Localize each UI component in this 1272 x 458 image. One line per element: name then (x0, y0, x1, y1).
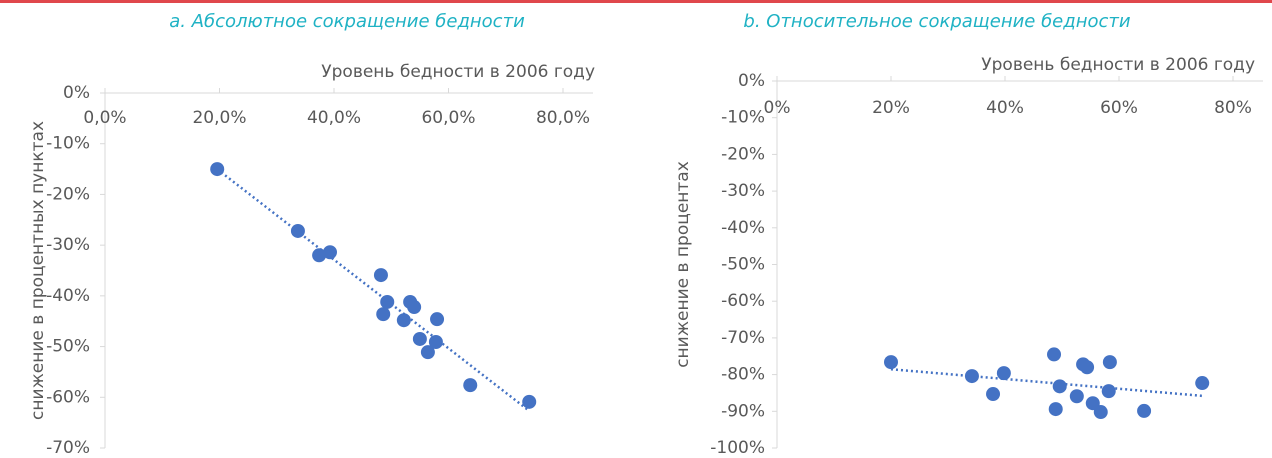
y-tick-label: -40% (46, 286, 90, 306)
point (1102, 355, 1117, 370)
y-axis-title: снижение в процентных пунктах (28, 121, 48, 420)
point (396, 313, 411, 328)
point (407, 300, 422, 315)
point (412, 331, 427, 346)
point (210, 162, 225, 177)
x-tick-label: 60,0% (421, 108, 475, 128)
chart-title: a. Абсолютное сокращение бедности (169, 11, 525, 32)
y-tick-label: -20% (46, 184, 90, 204)
x-tick-label: 80,0% (536, 108, 590, 128)
y-tick-label: -30% (721, 181, 765, 201)
point (373, 268, 388, 283)
point (1047, 347, 1062, 362)
point (376, 307, 391, 322)
x-tick-label: 80% (1214, 98, 1252, 118)
y-tick-label: -50% (46, 337, 90, 357)
y-tick-label: -10% (721, 108, 765, 128)
y-tick-label: -100% (710, 438, 765, 458)
x-tick-label: 0% (764, 98, 791, 118)
x-tick-label: 0,0% (83, 108, 126, 128)
x-tick-label: 40% (986, 98, 1024, 118)
point (463, 378, 478, 393)
y-tick-label: -20% (721, 144, 765, 164)
point (1052, 379, 1067, 394)
y-tick-label: -40% (721, 218, 765, 238)
y-tick-label: -70% (721, 328, 765, 348)
point (430, 312, 445, 327)
point (380, 294, 395, 309)
point (312, 248, 327, 263)
trendline (890, 367, 1203, 398)
point (996, 366, 1011, 381)
point (1080, 360, 1095, 375)
point (986, 387, 1001, 402)
point (290, 223, 305, 238)
x-tick-label: 40,0% (307, 108, 361, 128)
x-tick-label: 60% (1100, 98, 1138, 118)
chart-title: b. Относительное сокращение бедности (743, 11, 1130, 32)
x-axis-title: Уровень бедности в 2006 году (981, 55, 1255, 75)
y-tick-label: -10% (46, 134, 90, 154)
y-tick-label: -60% (46, 387, 90, 407)
y-tick-label: -50% (721, 255, 765, 275)
x-axis-title: Уровень бедности в 2006 году (321, 62, 595, 82)
point (884, 355, 898, 370)
point (1093, 405, 1108, 420)
point (522, 394, 537, 409)
point (428, 335, 443, 350)
point (1101, 384, 1116, 399)
point (1137, 403, 1152, 418)
y-axis-title: снижение в процентах (673, 161, 693, 368)
y-tick-label: -60% (721, 291, 765, 311)
point (322, 245, 337, 260)
y-tick-label: 0% (738, 71, 765, 91)
point (964, 369, 979, 384)
trendline (216, 168, 530, 412)
point (420, 345, 435, 360)
y-tick-label: -30% (46, 235, 90, 255)
y-tick-label: -70% (46, 438, 90, 458)
y-tick-label: 0% (63, 83, 90, 103)
top-rule (0, 0, 1272, 3)
point (1048, 402, 1063, 417)
x-tick-label: 20% (872, 98, 910, 118)
point (1195, 376, 1210, 391)
y-tick-label: -90% (721, 401, 765, 421)
x-tick-label: 20,0% (192, 108, 246, 128)
y-tick-label: -80% (721, 365, 765, 385)
point (1069, 389, 1084, 404)
